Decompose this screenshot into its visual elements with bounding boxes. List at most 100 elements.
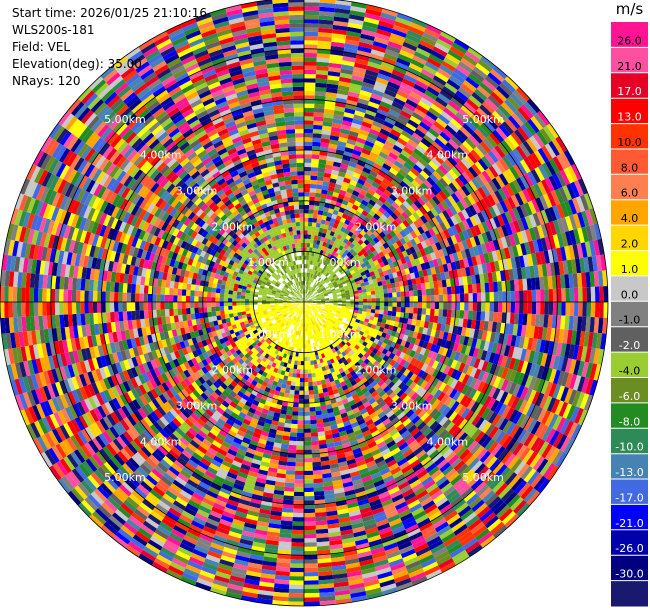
velocity-gate [365, 223, 372, 230]
velocity-gate [441, 60, 456, 72]
velocity-gate [460, 57, 476, 70]
velocity-gate [367, 305, 372, 310]
velocity-gate [554, 188, 565, 204]
velocity-gate [359, 254, 366, 260]
velocity-gate [308, 281, 311, 286]
velocity-gate [357, 98, 370, 106]
velocity-gate [382, 228, 390, 236]
velocity-gate [363, 144, 373, 152]
velocity-gate [315, 188, 322, 194]
velocity-gate [471, 163, 482, 176]
velocity-gate [415, 144, 427, 155]
velocity-gate [351, 282, 357, 287]
velocity-gate [520, 204, 529, 218]
velocity-gate [326, 83, 339, 90]
velocity-gate [461, 185, 471, 197]
velocity-gate [544, 208, 553, 223]
velocity-gate [401, 302, 406, 308]
velocity-gate [401, 250, 409, 258]
velocity-gate [516, 161, 527, 176]
velocity-gate [301, 352, 304, 357]
velocity-gate [289, 432, 298, 437]
velocity-gate [396, 117, 408, 127]
velocity-gate [401, 78, 416, 88]
velocity-gate [304, 382, 309, 387]
velocity-gate [373, 213, 381, 221]
velocity-gate [420, 314, 426, 322]
velocity-gate [565, 302, 570, 316]
velocity-gate [323, 246, 328, 252]
velocity-gate [319, 146, 329, 152]
velocity-gate [308, 291, 311, 295]
velocity-gate [468, 293, 473, 302]
velocity-gate [407, 95, 421, 105]
velocity-gate [348, 18, 364, 26]
velocity-gate [327, 291, 333, 295]
velocity-gate [318, 227, 324, 233]
velocity-gate [345, 269, 350, 275]
velocity-gate [318, 27, 333, 34]
velocity-gate [411, 87, 425, 98]
velocity-gate [379, 128, 391, 137]
velocity-gate [304, 188, 310, 193]
velocity-gate [375, 305, 380, 310]
velocity-gate [472, 292, 478, 302]
velocity-gate [307, 369, 312, 374]
velocity-gate [319, 263, 324, 269]
velocity-gate [340, 217, 347, 223]
velocity-gate [362, 305, 368, 309]
velocity-gate [291, 538, 304, 543]
velocity-gate [355, 182, 364, 190]
velocity-gate [351, 264, 358, 270]
velocity-gate [416, 313, 422, 321]
velocity-gate [313, 269, 317, 275]
velocity-gate [313, 486, 324, 492]
velocity-gate [428, 228, 436, 237]
velocity-gate [343, 285, 349, 289]
velocity-gate [347, 183, 356, 191]
velocity-gate [304, 462, 313, 467]
velocity-gate [440, 31, 456, 43]
velocity-gate [447, 302, 452, 310]
velocity-gate [487, 150, 499, 163]
velocity-gate [304, 162, 312, 168]
velocity-gate [405, 142, 416, 152]
velocity-gate [304, 390, 309, 395]
velocity-gate [353, 200, 361, 207]
velocity-gate [328, 244, 333, 250]
velocity-gate [287, 457, 296, 463]
velocity-gate [291, 533, 304, 539]
velocity-gate [315, 295, 321, 299]
velocity-gate [327, 186, 335, 192]
velocity-gate [496, 85, 510, 99]
velocity-gate [307, 297, 312, 300]
velocity-gate [305, 285, 307, 290]
velocity-gate [395, 172, 405, 181]
velocity-gate [477, 211, 486, 223]
velocity-gate [431, 141, 443, 152]
velocity-gate [345, 234, 352, 241]
velocity-gate [439, 89, 453, 101]
velocity-gate [335, 270, 341, 276]
velocity-gate [417, 234, 425, 243]
velocity-gate [404, 268, 410, 275]
velocity-gate [338, 284, 344, 289]
velocity-gate [305, 268, 308, 273]
velocity-gate [438, 34, 454, 46]
velocity-gate [489, 132, 501, 146]
velocity-gate [492, 129, 505, 143]
velocity-gate [319, 201, 326, 207]
velocity-gate [312, 461, 322, 467]
velocity-gate [332, 291, 337, 295]
velocity-gate [304, 40, 318, 45]
velocity-gate [317, 267, 322, 272]
velocity-gate [323, 260, 328, 266]
velocity-gate [413, 302, 418, 308]
velocity-gate [377, 132, 389, 141]
velocity-gate [295, 377, 300, 383]
velocity-gate [430, 207, 439, 217]
velocity-gate [391, 163, 401, 173]
velocity-gate [378, 251, 385, 258]
velocity-gate [348, 221, 355, 228]
velocity-gate [311, 444, 320, 450]
